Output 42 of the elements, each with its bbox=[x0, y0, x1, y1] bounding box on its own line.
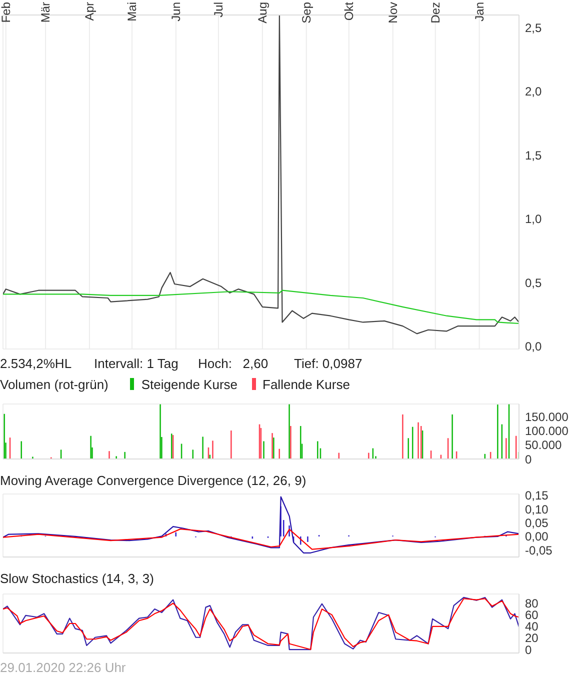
y-tick-label: 20 bbox=[525, 631, 539, 646]
x-tick-label: Sep bbox=[299, 2, 314, 24]
x-tick-label: Mär bbox=[38, 2, 53, 23]
x-tick-label: Nov bbox=[386, 2, 400, 24]
x-tick-label: Okt bbox=[342, 1, 356, 21]
y-tick-label: 60 bbox=[525, 608, 539, 622]
y-tick-label: -0,05 bbox=[525, 543, 553, 558]
chart-title: Slow Stochastics (14, 3, 3) bbox=[0, 570, 154, 586]
text: Intervall: 1 Tag bbox=[94, 356, 180, 370]
chart-title: Moving Average Convergence Divergence (12, 26, 9) bbox=[0, 472, 306, 488]
y-tick-label: 100.000 bbox=[525, 424, 569, 438]
x-tick-label: Apr bbox=[82, 2, 96, 21]
y-tick-label: 1,5 bbox=[525, 148, 542, 162]
y-tick-label: 2,5 bbox=[525, 21, 542, 36]
x-tick-label: Dez bbox=[428, 2, 442, 24]
legend-label: Fallende Kurse bbox=[262, 376, 350, 392]
y-tick-label: 1,0 bbox=[525, 212, 542, 226]
text: 29.01.2020 22:26 Uhr bbox=[0, 660, 126, 675]
text: 2.534,2%HL bbox=[0, 356, 73, 370]
x-tick-label: Jul bbox=[211, 2, 226, 18]
x-tick-label: Jun bbox=[168, 2, 183, 22]
y-tick-label: 0,00 bbox=[525, 530, 549, 544]
x-tick-label: Aug bbox=[255, 2, 270, 24]
x-tick-label: Feb bbox=[0, 2, 13, 23]
y-tick-label: 2,0 bbox=[525, 84, 542, 99]
text: Hoch: 2,60 bbox=[198, 356, 270, 370]
y-tick-label: 0 bbox=[525, 642, 532, 657]
y-tick-label: 150.000 bbox=[525, 410, 569, 424]
y-tick-label: 0,15 bbox=[525, 488, 549, 503]
y-tick-label: 50.000 bbox=[525, 438, 562, 452]
x-tick-label: Jan bbox=[472, 2, 486, 22]
y-tick-label: 0,05 bbox=[525, 516, 549, 530]
legend-label: Steigende Kurse bbox=[140, 376, 238, 392]
y-tick-label: 0 bbox=[525, 452, 532, 466]
x-tick-label: Mai bbox=[125, 2, 139, 22]
y-tick-label: 40 bbox=[525, 620, 539, 634]
y-tick-label: 0,5 bbox=[525, 276, 542, 290]
y-tick-label: 0,10 bbox=[525, 502, 549, 516]
y-tick-label: 80 bbox=[525, 596, 539, 611]
text: Tief: 0,0987 bbox=[294, 356, 362, 370]
y-tick-label: 0,0 bbox=[525, 340, 542, 354]
chart-title: Volumen (rot-grün) bbox=[0, 376, 108, 392]
